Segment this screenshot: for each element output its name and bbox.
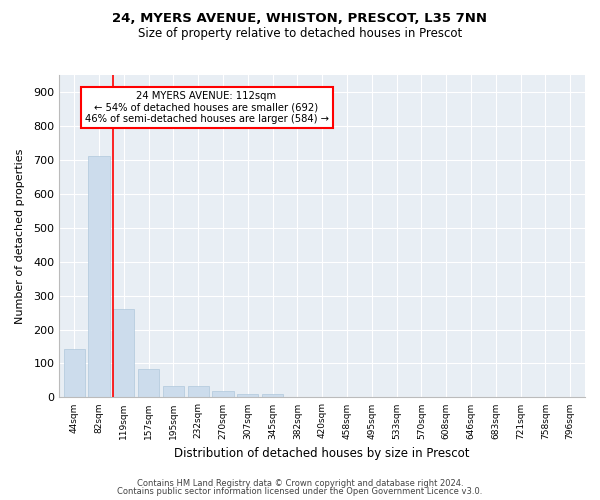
Text: 24 MYERS AVENUE: 112sqm
← 54% of detached houses are smaller (692)
46% of semi-d: 24 MYERS AVENUE: 112sqm ← 54% of detache… xyxy=(85,91,329,124)
Bar xyxy=(212,392,233,398)
Bar xyxy=(88,156,110,398)
Bar xyxy=(262,394,283,398)
Bar xyxy=(163,386,184,398)
Bar xyxy=(188,386,209,398)
Bar xyxy=(237,394,259,398)
Bar xyxy=(138,370,159,398)
X-axis label: Distribution of detached houses by size in Prescot: Distribution of detached houses by size … xyxy=(175,447,470,460)
Bar xyxy=(113,309,134,398)
Text: 24, MYERS AVENUE, WHISTON, PRESCOT, L35 7NN: 24, MYERS AVENUE, WHISTON, PRESCOT, L35 … xyxy=(113,12,487,26)
Y-axis label: Number of detached properties: Number of detached properties xyxy=(15,148,25,324)
Text: Contains public sector information licensed under the Open Government Licence v3: Contains public sector information licen… xyxy=(118,487,482,496)
Text: Contains HM Land Registry data © Crown copyright and database right 2024.: Contains HM Land Registry data © Crown c… xyxy=(137,478,463,488)
Text: Size of property relative to detached houses in Prescot: Size of property relative to detached ho… xyxy=(138,28,462,40)
Bar xyxy=(64,348,85,398)
